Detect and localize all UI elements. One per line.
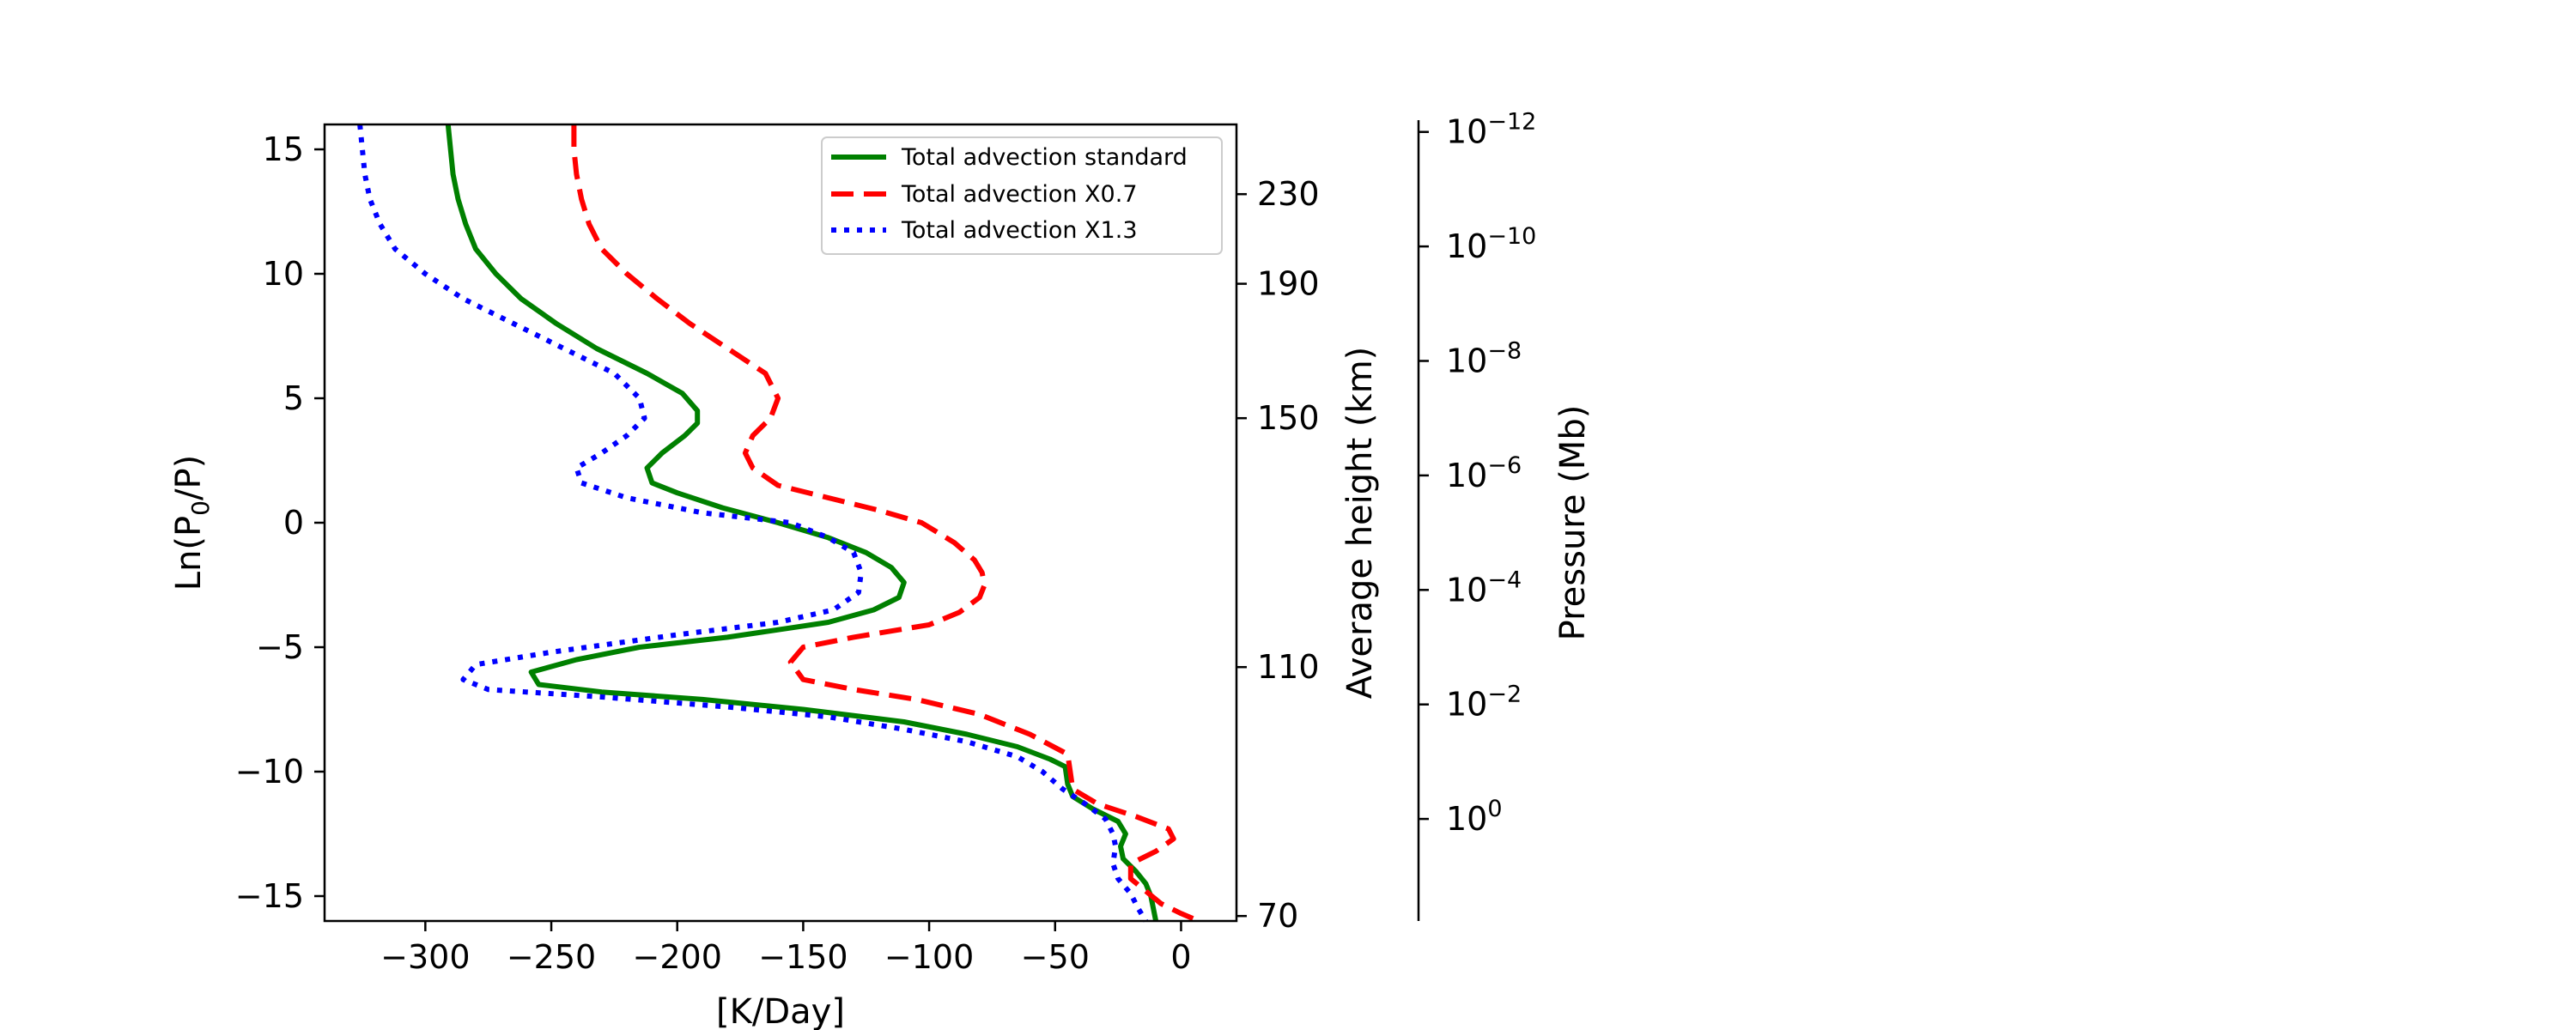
legend-label: Total advection X1.3 xyxy=(901,217,1138,244)
y-tick-label: −5 xyxy=(256,628,304,666)
height-tick-label: 70 xyxy=(1257,897,1298,935)
pressure-tick-label: 10−8 xyxy=(1446,338,1522,380)
y-tick-label: 0 xyxy=(283,504,304,542)
series-line-2 xyxy=(571,124,1200,924)
height-tick-label: 230 xyxy=(1257,175,1320,213)
x-tick-label: 0 xyxy=(1170,938,1191,976)
x-axis-title: [K/Day] xyxy=(716,992,845,1030)
y-tick-label: 5 xyxy=(283,379,304,417)
height-tick-label: 150 xyxy=(1257,399,1320,437)
pressure-axis: 10−12 10−10 10−8 10−6 10−4 10−2 100 xyxy=(1419,109,1536,838)
y-tick-label: 15 xyxy=(263,130,304,168)
y-tick-label: −15 xyxy=(235,877,304,915)
pressure-tick-label: 100 xyxy=(1446,796,1503,838)
legend-label: Total advection standard xyxy=(901,144,1188,171)
y-axis: 15 10 5 0 −5 −10 −15 xyxy=(235,130,325,915)
x-tick-label: −250 xyxy=(507,938,596,976)
series-line-1 xyxy=(445,124,1159,922)
series-line-3 xyxy=(357,124,1148,923)
y-tick-label: −10 xyxy=(235,753,304,791)
y-axis-title: Ln(P0/P) xyxy=(169,455,215,591)
pressure-tick-label: 10−4 xyxy=(1446,566,1522,609)
x-axis: −300 −250 −200 −150 −100 −50 0 xyxy=(380,921,1192,976)
series-lines xyxy=(357,124,1200,924)
height-axis-title: Average height (km) xyxy=(1340,347,1380,700)
legend: Total advection standard Total advection… xyxy=(821,136,1223,255)
x-tick-label: −150 xyxy=(758,938,848,976)
x-tick-label: −50 xyxy=(1021,938,1090,976)
height-tick-label: 110 xyxy=(1257,648,1320,686)
pressure-tick-label: 10−6 xyxy=(1446,452,1522,494)
y-tick-label: 10 xyxy=(263,255,304,293)
legend-label: Total advection X0.7 xyxy=(901,181,1138,208)
legend-box xyxy=(821,136,1223,255)
pressure-tick-label: 10−10 xyxy=(1446,223,1536,265)
height-axis: 230 190 150 110 70 xyxy=(1236,175,1320,935)
pressure-tick-label: 10−12 xyxy=(1446,109,1536,151)
x-tick-label: −100 xyxy=(884,938,974,976)
x-tick-label: −300 xyxy=(380,938,470,976)
x-tick-label: −200 xyxy=(633,938,722,976)
pressure-axis-title: Pressure (Mb) xyxy=(1553,405,1593,641)
height-tick-label: 190 xyxy=(1257,265,1320,303)
pressure-tick-label: 10−2 xyxy=(1446,682,1522,724)
